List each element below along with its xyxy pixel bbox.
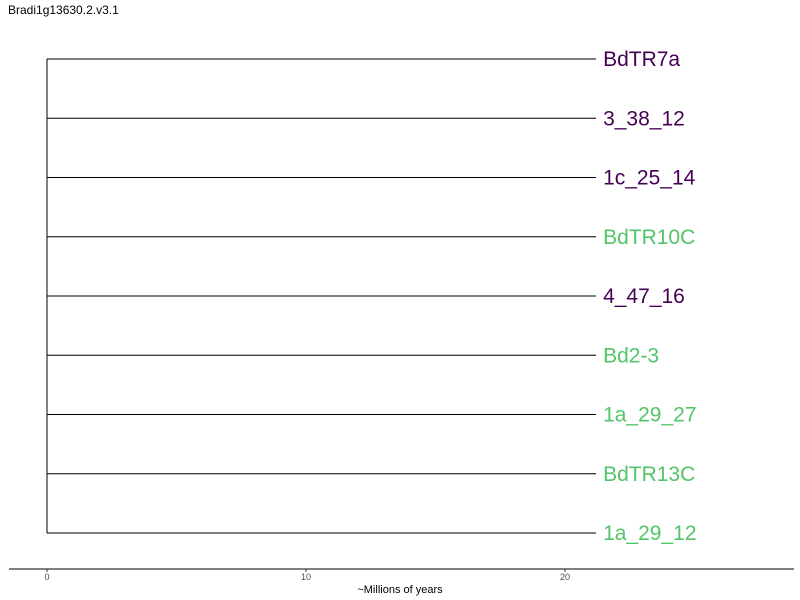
- tip-label-6: 1a_29_27: [603, 404, 696, 427]
- chart-title: Bradi1g13630.2.v3.1: [8, 3, 119, 17]
- x-tick-label-0: 0: [44, 572, 49, 582]
- x-axis-label: ~Millions of years: [357, 584, 443, 596]
- tip-label-0: BdTR7a: [603, 48, 680, 71]
- tip-label-2: 1c_25_14: [603, 167, 696, 190]
- tip-labels: BdTR7a 3_38_12 1c_25_14 BdTR10C 4_47_16 Bd2-3…: [603, 48, 696, 545]
- x-tick-label-2: 20: [560, 572, 570, 582]
- tip-label-8: 1a_29_12: [603, 522, 696, 545]
- tip-label-1: 3_38_12: [603, 107, 685, 130]
- tip-label-3: BdTR10C: [603, 226, 695, 249]
- tip-label-7: BdTR13C: [603, 463, 695, 486]
- x-axis-ticks: 0 10 20: [44, 569, 570, 582]
- tip-label-4: 4_47_16: [603, 285, 685, 308]
- tree-branches: [46, 58, 597, 534]
- tip-label-5: Bd2-3: [603, 344, 659, 367]
- x-tick-label-1: 10: [301, 572, 311, 582]
